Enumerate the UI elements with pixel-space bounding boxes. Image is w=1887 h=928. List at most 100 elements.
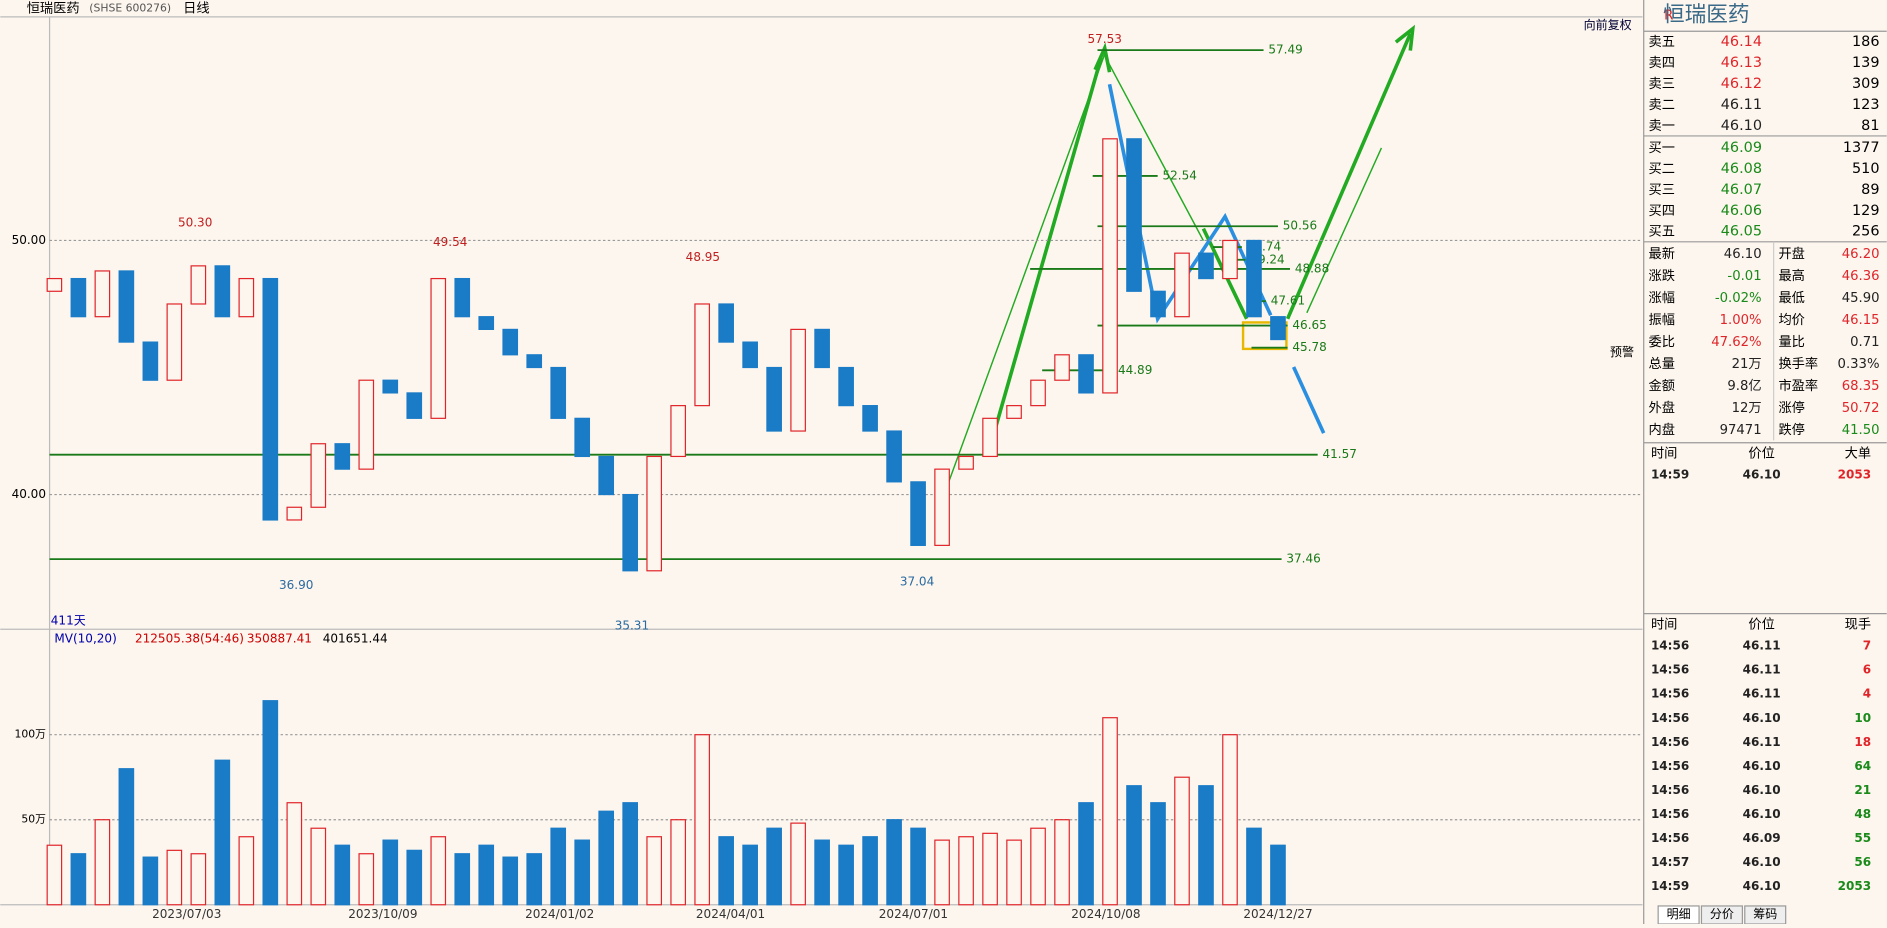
candle-body — [286, 506, 303, 521]
candle-body — [670, 405, 686, 458]
stat-value: -0.02% — [1715, 291, 1762, 306]
stat-label: 开盘 — [1778, 245, 1804, 262]
stat-label: 量比 — [1778, 334, 1804, 350]
candle-body — [430, 277, 447, 419]
candle-body — [1150, 290, 1166, 318]
level-label: 37.46 — [1286, 552, 1320, 566]
volume-bar — [430, 836, 447, 906]
stat-value: -0.01 — [1727, 269, 1761, 284]
stat-label: 内盘 — [1649, 421, 1675, 438]
table-cell: 18 — [1854, 735, 1871, 749]
table-cell: 14:56 — [1651, 687, 1689, 701]
candle-body — [1174, 252, 1190, 318]
alert[interactable]: 预警 — [1610, 344, 1634, 359]
book-volume: 256 — [1852, 224, 1880, 240]
table-cell: 10 — [1854, 711, 1871, 725]
volume-bar — [334, 844, 351, 906]
candle-body — [382, 379, 399, 394]
table-cell: 46.10 — [1743, 711, 1781, 725]
book-price: 46.11 — [1721, 97, 1762, 113]
stat-value: 46.10 — [1724, 247, 1762, 262]
x-tick-label: 2024/07/01 — [879, 907, 948, 921]
candle-body — [1030, 379, 1046, 407]
book-label: 卖一 — [1649, 118, 1675, 134]
candle-body — [502, 328, 519, 356]
book-volume: 309 — [1852, 76, 1880, 92]
candle-body — [1054, 354, 1070, 381]
adjust[interactable]: 向前复权 — [1584, 17, 1632, 32]
book-volume: 1377 — [1843, 140, 1880, 156]
candle-body — [70, 277, 87, 318]
book-label: 卖四 — [1649, 55, 1675, 71]
book-label: 卖二 — [1649, 97, 1675, 113]
volume-bar — [478, 844, 495, 906]
mv-value: 350887.41 — [247, 631, 312, 645]
table-cell: 46.11 — [1743, 735, 1781, 749]
level-label: 47.61 — [1271, 294, 1305, 308]
stat-label: 金额 — [1649, 378, 1675, 394]
table-cell: 14:59 — [1651, 468, 1689, 482]
y-tick-label: 50万 — [21, 813, 46, 826]
candle-body — [358, 379, 375, 470]
stat-value: 46.20 — [1842, 247, 1880, 262]
volume-bar — [982, 832, 998, 906]
table-cell: 46.10 — [1743, 807, 1781, 821]
stat-value: 12万 — [1732, 401, 1762, 416]
level-label: 41.57 — [1322, 447, 1356, 461]
stat-value: 46.36 — [1842, 269, 1880, 284]
days: 411天 — [51, 613, 86, 627]
x-tick-label: 2024/10/08 — [1071, 907, 1140, 921]
table-cell: 14:57 — [1651, 855, 1689, 869]
candle-body — [598, 455, 615, 496]
period[interactable]: 日线 — [183, 0, 209, 16]
book-label: 买四 — [1649, 203, 1675, 219]
book-price: 46.14 — [1721, 34, 1762, 50]
volume-bar — [934, 839, 950, 906]
candle-body — [262, 277, 279, 521]
table-header: 现手 — [1845, 616, 1871, 632]
y-tick-label: 100万 — [15, 728, 47, 741]
stat-label: 均价 — [1778, 312, 1804, 328]
volume-bar — [406, 849, 423, 906]
volume-bar — [382, 839, 399, 906]
level-label: 57.49 — [1268, 43, 1302, 57]
stat-value: 68.35 — [1842, 379, 1880, 394]
stat-label: 委比 — [1649, 334, 1675, 350]
candle-body — [214, 265, 231, 318]
tab-label[interactable]: 筹码 — [1753, 907, 1777, 921]
stat-value: 21万 — [1732, 357, 1762, 372]
book-volume: 186 — [1852, 34, 1880, 50]
volume-bar — [838, 844, 854, 906]
stat-label: 换手率 — [1778, 355, 1818, 372]
level-label: 50.56 — [1283, 219, 1317, 233]
book-volume: 129 — [1852, 203, 1880, 219]
tab-label[interactable]: 分价 — [1710, 907, 1734, 921]
extreme-label: 50.30 — [178, 216, 212, 230]
table-cell: 46.10 — [1743, 783, 1781, 797]
book-price: 46.10 — [1721, 118, 1762, 134]
stat-value: 47.62% — [1711, 335, 1761, 350]
table-cell: 46.10 — [1743, 855, 1781, 869]
level-label: 52.54 — [1162, 168, 1196, 182]
candle-body — [982, 417, 998, 458]
stat-value: 1.00% — [1720, 313, 1762, 328]
stat-value: 41.50 — [1842, 423, 1880, 438]
candle-body — [118, 270, 135, 343]
x-tick-label: 2024/04/01 — [696, 907, 765, 921]
stock-name[interactable]: 恒瑞医药 — [27, 0, 80, 16]
extreme-label: 49.54 — [433, 235, 467, 249]
stat-value: 46.15 — [1842, 313, 1880, 328]
book-volume: 510 — [1852, 161, 1880, 177]
y-tick-label: 50.00 — [12, 233, 46, 247]
volume-bar — [550, 827, 567, 906]
table-cell: 2053 — [1838, 879, 1871, 893]
volume-bar — [694, 734, 710, 906]
stock-code: (SHSE 600276) — [89, 1, 171, 14]
volume-bar — [1246, 827, 1262, 906]
candle-body — [1198, 252, 1214, 280]
tab-label[interactable]: 明细 — [1667, 907, 1691, 921]
volume-bar — [1174, 776, 1190, 906]
table-header: 时间 — [1651, 446, 1677, 462]
volume-bar — [454, 853, 471, 906]
volume-bar — [598, 810, 615, 906]
